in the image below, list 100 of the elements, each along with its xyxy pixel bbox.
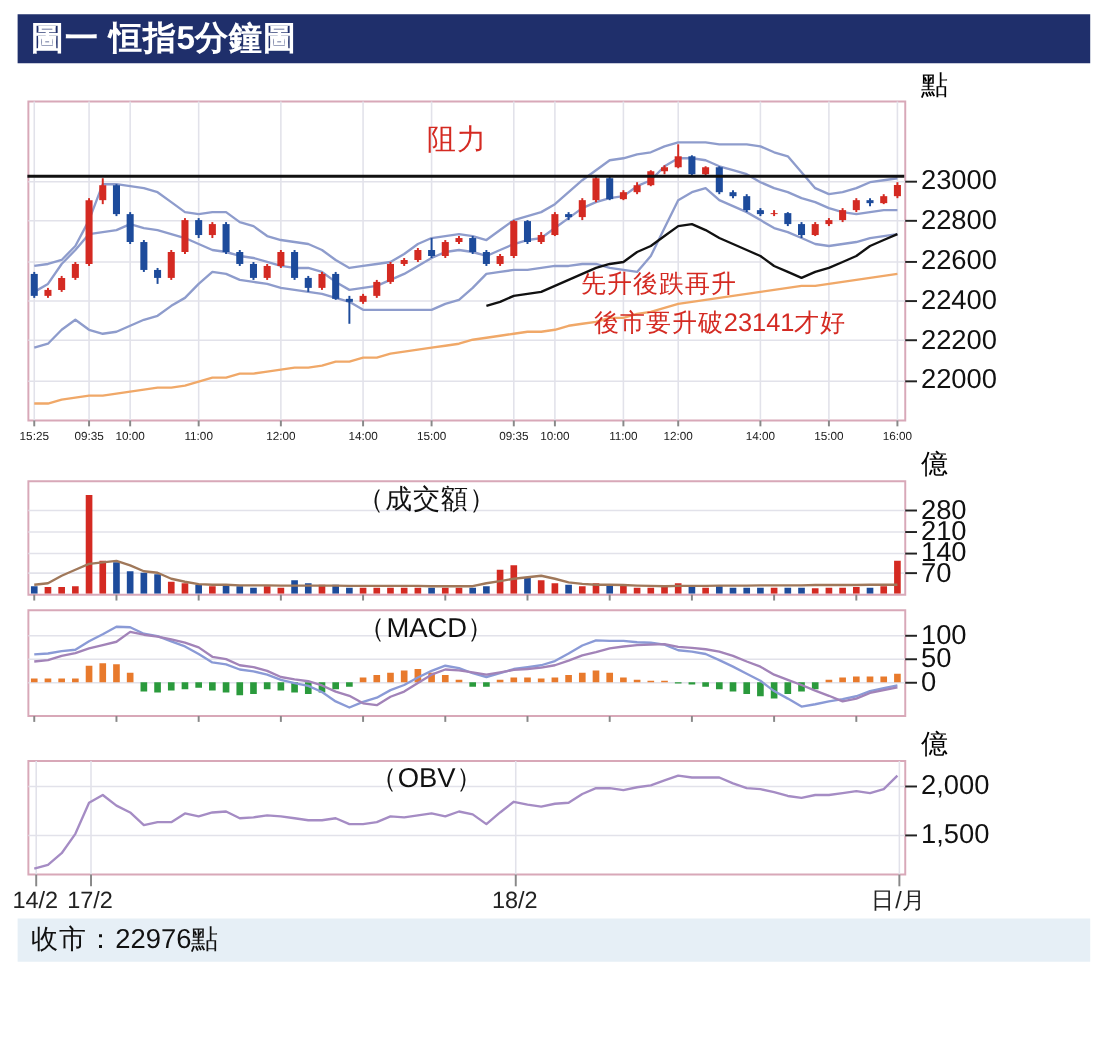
bar xyxy=(483,586,490,594)
bar xyxy=(880,676,888,683)
x-tick-label: 14/2 xyxy=(12,887,59,914)
candlestick xyxy=(345,294,353,325)
bar xyxy=(167,581,175,594)
candlestick xyxy=(510,219,518,259)
candlestick xyxy=(551,211,559,238)
candlestick xyxy=(332,270,340,301)
bar xyxy=(167,682,175,691)
bar xyxy=(894,673,901,683)
chart-title: （MACD） xyxy=(358,612,495,643)
chart-title: （OBV） xyxy=(369,763,484,794)
bar xyxy=(140,682,148,692)
bar xyxy=(565,584,572,594)
bar xyxy=(852,676,860,683)
bar xyxy=(30,586,38,594)
bar xyxy=(757,682,764,697)
candlestick xyxy=(578,197,586,222)
bar xyxy=(195,584,202,594)
candlestick xyxy=(140,239,148,273)
bar xyxy=(620,677,627,683)
bar xyxy=(250,682,257,694)
x-tick-label: 18/2 xyxy=(491,887,538,914)
bar xyxy=(332,682,339,690)
y-tick-label: 22000 xyxy=(920,364,998,395)
y-axis-title: 億 xyxy=(920,449,949,480)
line-series xyxy=(33,559,899,588)
bar xyxy=(113,562,120,594)
text: 收市：22976點 xyxy=(31,923,220,954)
bar xyxy=(524,577,531,594)
candlestick xyxy=(112,183,120,218)
candlestick xyxy=(222,221,230,255)
candlestick xyxy=(291,249,299,281)
y-tick-label: 2,000 xyxy=(920,770,991,801)
bar xyxy=(578,586,586,594)
candlestick xyxy=(167,249,175,281)
bar xyxy=(209,586,216,594)
chart-title: 圖一 恒指5分鐘圖 xyxy=(31,18,298,57)
y-tick-label: 22200 xyxy=(920,324,998,355)
bar xyxy=(592,670,600,683)
y-axis-title: 點 xyxy=(918,69,949,100)
y-tick-label: 22800 xyxy=(920,204,998,235)
bar xyxy=(154,682,161,693)
bar xyxy=(58,587,65,594)
bar xyxy=(729,682,737,692)
bar xyxy=(852,587,860,594)
bar xyxy=(551,677,559,683)
candlestick xyxy=(674,143,682,170)
bar xyxy=(113,664,120,683)
bar xyxy=(277,682,285,691)
candlestick xyxy=(181,217,189,255)
bar xyxy=(510,565,518,594)
bar xyxy=(387,672,394,683)
bar xyxy=(72,586,79,594)
annotation: 先升後跌再升 xyxy=(580,268,737,299)
bar xyxy=(784,682,792,694)
bar xyxy=(743,682,751,694)
bar xyxy=(811,588,819,594)
bar xyxy=(195,682,202,688)
bar xyxy=(99,560,107,594)
bar xyxy=(606,672,614,683)
y-tick-label: 23000 xyxy=(920,165,998,196)
y-tick-label: 1,500 xyxy=(920,818,991,849)
bar xyxy=(441,675,449,683)
line-series xyxy=(33,187,899,349)
bar xyxy=(524,677,531,683)
bar xyxy=(154,574,161,594)
bar xyxy=(839,677,846,683)
bar xyxy=(236,682,244,696)
candlestick xyxy=(195,217,203,240)
candlestick xyxy=(523,219,532,245)
candlestick xyxy=(428,237,436,259)
bar xyxy=(510,677,518,683)
x-tick-label: 日/月 xyxy=(871,887,926,914)
annotation: 阻力 xyxy=(427,123,488,158)
bar xyxy=(400,670,408,683)
y-axis-title: 億 xyxy=(920,729,949,760)
candlestick xyxy=(592,175,600,204)
bar xyxy=(373,675,381,683)
candlestick xyxy=(30,270,38,299)
chart-title: （成交額） xyxy=(356,483,497,514)
bar xyxy=(715,682,723,690)
line-series xyxy=(33,272,899,405)
candlestick xyxy=(126,211,134,245)
bar xyxy=(99,663,107,683)
candlestick xyxy=(99,177,107,206)
candlestick xyxy=(688,154,696,178)
bar xyxy=(236,586,244,594)
y-tick-label: 22600 xyxy=(920,244,998,275)
bar xyxy=(209,682,216,691)
bar xyxy=(894,560,901,594)
bar xyxy=(359,677,367,683)
y-tick-label: 22400 xyxy=(920,284,998,315)
bar xyxy=(537,580,545,594)
bar xyxy=(811,682,819,690)
bar xyxy=(578,672,586,683)
bar xyxy=(565,675,572,683)
candlestick xyxy=(386,260,394,285)
line-series xyxy=(485,222,899,308)
x-tick-label: 17/2 xyxy=(67,887,113,914)
